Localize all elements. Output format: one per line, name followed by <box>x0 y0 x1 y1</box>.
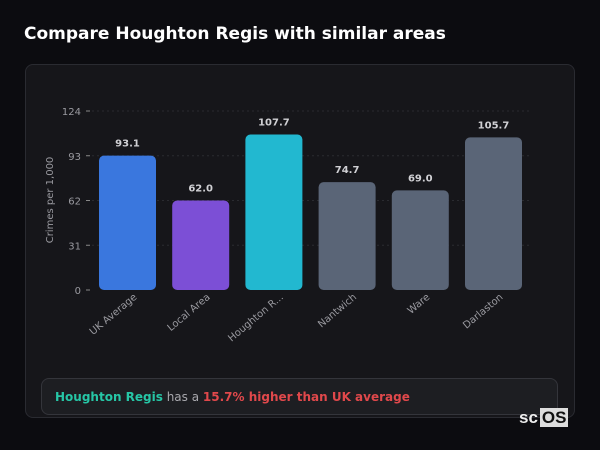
data-label: 105.7 <box>478 120 510 131</box>
y-axis-label: Crimes per 1,000 <box>45 157 56 244</box>
bar <box>465 137 522 290</box>
bar <box>318 182 376 290</box>
summary-middle: has a <box>162 390 203 404</box>
logo-text-a: sc <box>519 408 538 427</box>
y-tick-label: 62 <box>68 197 81 208</box>
x-tick-label: Ware <box>406 292 433 317</box>
x-tick-label: Darlaston <box>461 292 505 332</box>
logo: sc OS <box>517 408 569 428</box>
x-tick-label: Local Area <box>166 292 213 334</box>
bar <box>391 190 449 290</box>
logo-text-b: OS <box>539 408 569 427</box>
data-label: 93.1 <box>115 139 140 150</box>
data-label: 69.0 <box>408 173 433 184</box>
y-tick-label: 0 <box>75 286 81 297</box>
bar <box>172 200 230 290</box>
summary-comparison: 15.7% higher than UK average <box>202 390 410 404</box>
bar <box>99 155 156 290</box>
data-label: 74.7 <box>335 165 360 176</box>
data-label: 62.0 <box>188 184 213 195</box>
x-tick-label: UK Average <box>88 292 140 338</box>
bar <box>245 134 303 290</box>
y-tick-label: 124 <box>62 107 81 118</box>
y-tick-label: 93 <box>68 152 81 163</box>
summary-box: Houghton Regis has a 15.7% higher than U… <box>41 378 558 415</box>
y-tick-label: 31 <box>68 241 81 252</box>
x-tick-label: Nantwich <box>316 292 359 330</box>
data-label: 107.7 <box>258 118 290 129</box>
summary-area: Houghton Regis <box>55 390 163 404</box>
page-title: Compare Houghton Regis with similar area… <box>24 24 446 44</box>
x-tick-label: Houghton R... <box>226 292 285 344</box>
